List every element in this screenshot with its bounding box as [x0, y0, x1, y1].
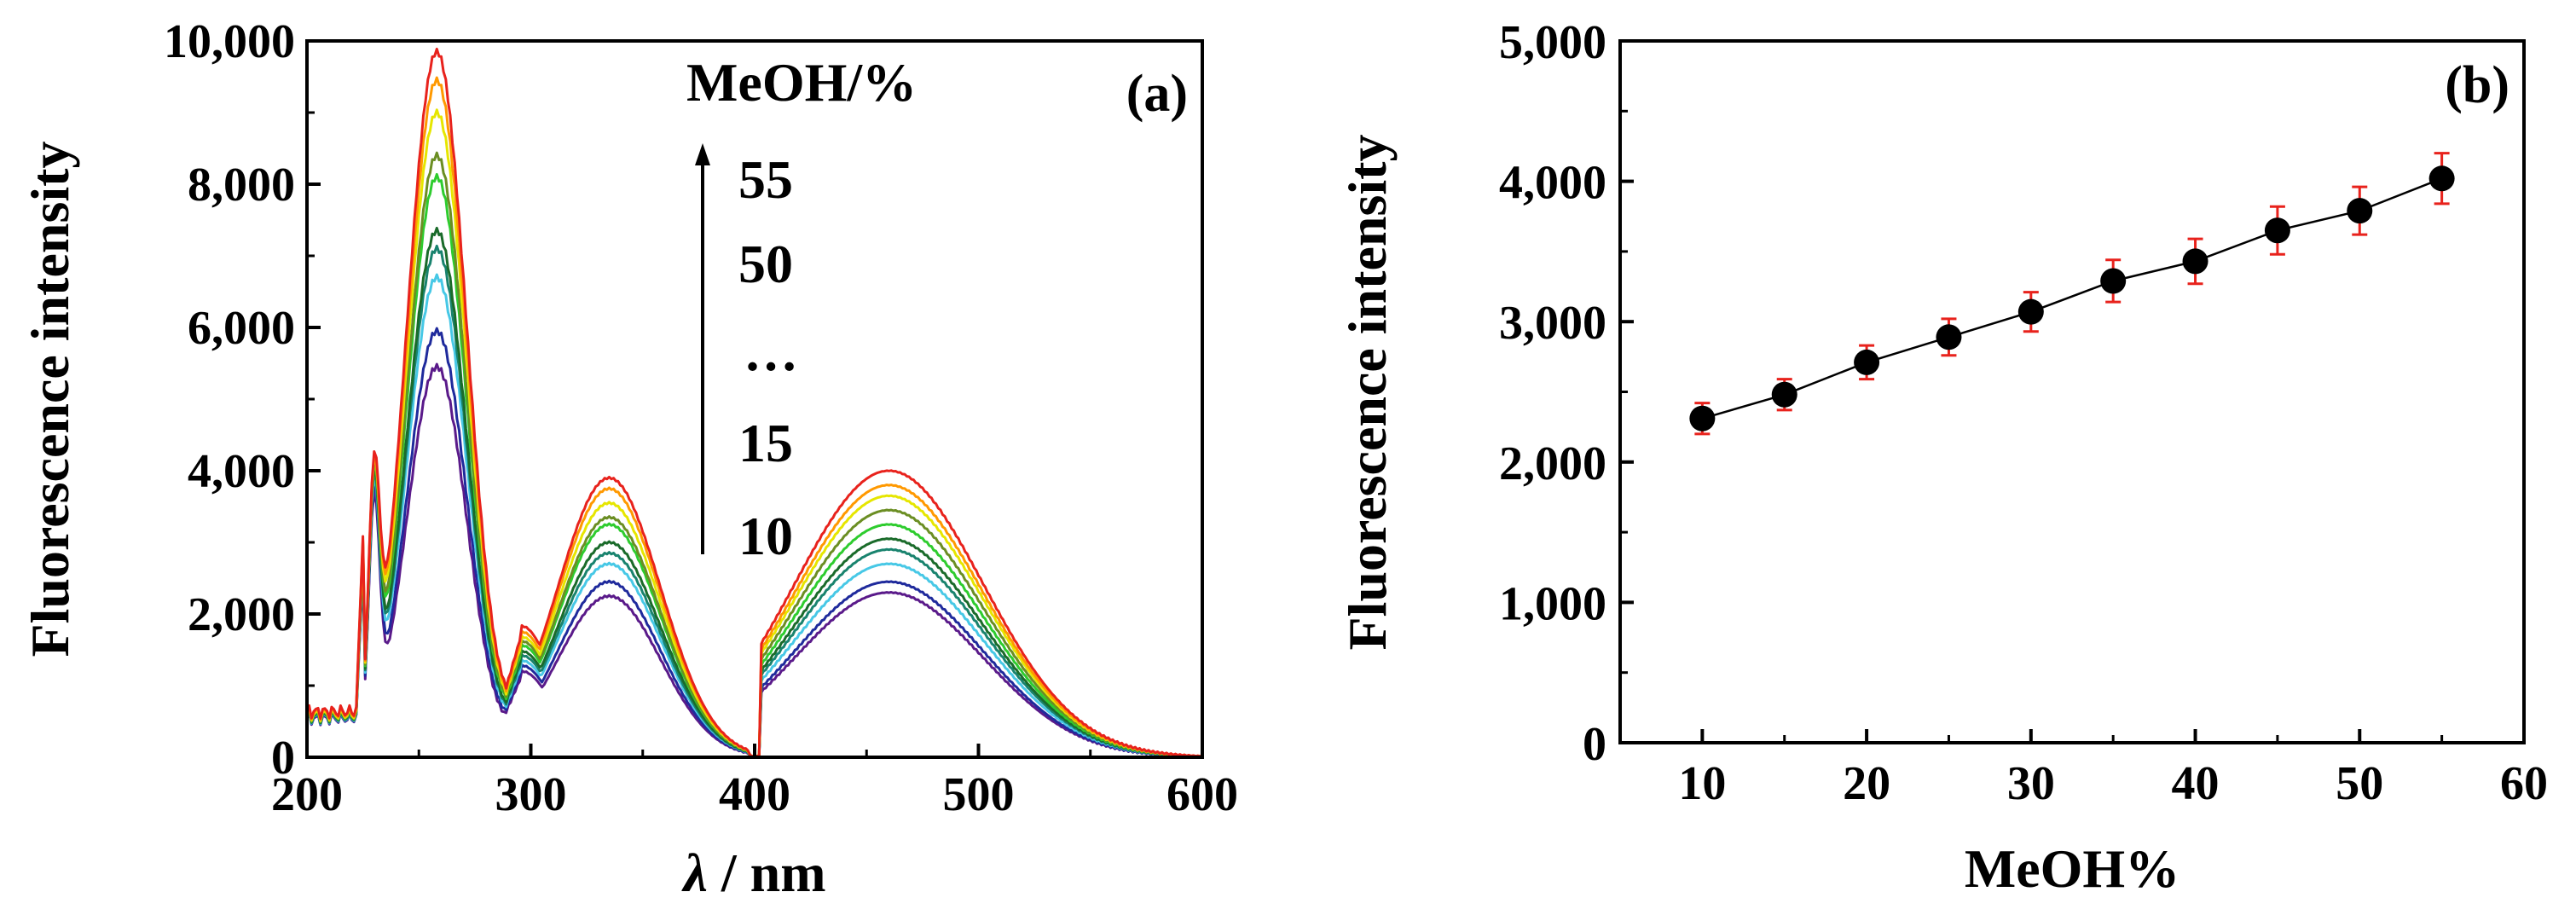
y-tick-label: 10,000: [164, 15, 295, 68]
x-tick-label: 40: [2172, 757, 2220, 810]
data-point: [1854, 349, 1880, 375]
data-point: [2428, 165, 2455, 192]
panel-b-data: [1689, 152, 2455, 436]
panel-b-x-axis-title: MeOH%: [1965, 838, 2179, 899]
data-point: [2264, 217, 2290, 244]
legend-arrow-head: [695, 143, 710, 165]
x-tick-label: 200: [271, 768, 343, 821]
data-point: [1689, 405, 1716, 431]
x-tick-label: 500: [943, 768, 1015, 821]
panel-a-y-ticks: 0 2,000 4,000 6,000 8,000 10,000: [164, 15, 321, 785]
y-tick-label: 4,000: [1499, 157, 1606, 210]
data-point: [2017, 298, 2044, 325]
x-tick-label: 300: [495, 768, 567, 821]
panel-a-y-axis-title: Fluorescence intensity: [20, 142, 80, 657]
legend-title: MeOH/%: [686, 52, 917, 113]
data-point: [1771, 381, 1797, 408]
panel-a-x-ticks: 200 300 400 500 600: [271, 744, 1238, 821]
legend-entry-55: 55: [738, 149, 793, 210]
y-tick-label: 4,000: [188, 445, 295, 498]
panel-a-x-axis-title: λ / nm: [680, 843, 825, 903]
data-point: [2182, 248, 2208, 275]
x-tick-label: 20: [1843, 757, 1890, 810]
panel-b-x-ticks: 10 20 30 40 50 60: [1618, 729, 2548, 810]
legend-entry-50: 50: [738, 234, 793, 294]
data-point: [1936, 324, 1962, 350]
y-tick-label: 0: [271, 732, 295, 785]
x-tick-label: 30: [2007, 757, 2055, 810]
panel-b-y-axis-title: Fluorescence intensity: [1337, 135, 1398, 651]
y-tick-label: 8,000: [188, 159, 295, 211]
panel-b-frame: [1618, 39, 2526, 744]
x-tick-label: 600: [1166, 768, 1238, 821]
panel-b-chart: 10 20 30 40 50 60 01,0002,0003,0004,0005,000 …: [1337, 16, 2548, 899]
y-tick-label: 6,000: [188, 302, 295, 355]
x-tick-label: 400: [719, 768, 790, 821]
legend-entry-ellipsis: …: [744, 321, 798, 382]
spectrum-line-30: [305, 226, 1203, 758]
y-tick-label: 0: [1583, 718, 1606, 771]
x-tick-label: 50: [2336, 757, 2383, 810]
y-tick-label: 5,000: [1499, 16, 1606, 69]
y-tick-label: 2,000: [1499, 437, 1606, 490]
panel-b-tag: (b): [2445, 56, 2509, 114]
panel-b-y-ticks: 0 1,000 2,000 3,000 4,000 5,000: [1499, 16, 1634, 771]
panel-a-x-axis-unit: / nm: [708, 843, 826, 903]
connecting-line: [1702, 177, 2443, 420]
y-tick-label: 3,000: [1499, 297, 1606, 350]
y-tick-label: 2,000: [188, 588, 295, 641]
panel-a-tag: (a): [1126, 65, 1188, 123]
y-tick-label: 1,000: [1499, 577, 1606, 630]
legend-entry-10: 10: [738, 506, 793, 566]
panel-a-chart: 200 300 400 500 600 0 2,000 4,000 6,000 8,000 10,…: [20, 15, 1238, 903]
data-point: [2100, 268, 2127, 294]
legend-entry-15: 15: [738, 413, 793, 473]
data-point: [2347, 198, 2373, 224]
panel-a-legend: MeOH/% 55 50 … 15 10: [686, 52, 917, 566]
x-tick-label: 60: [2500, 757, 2548, 810]
panel-a-frame: [305, 39, 1204, 759]
x-tick-label: 10: [1678, 757, 1726, 810]
panel-a-x-axis-symbol: λ: [680, 843, 707, 903]
